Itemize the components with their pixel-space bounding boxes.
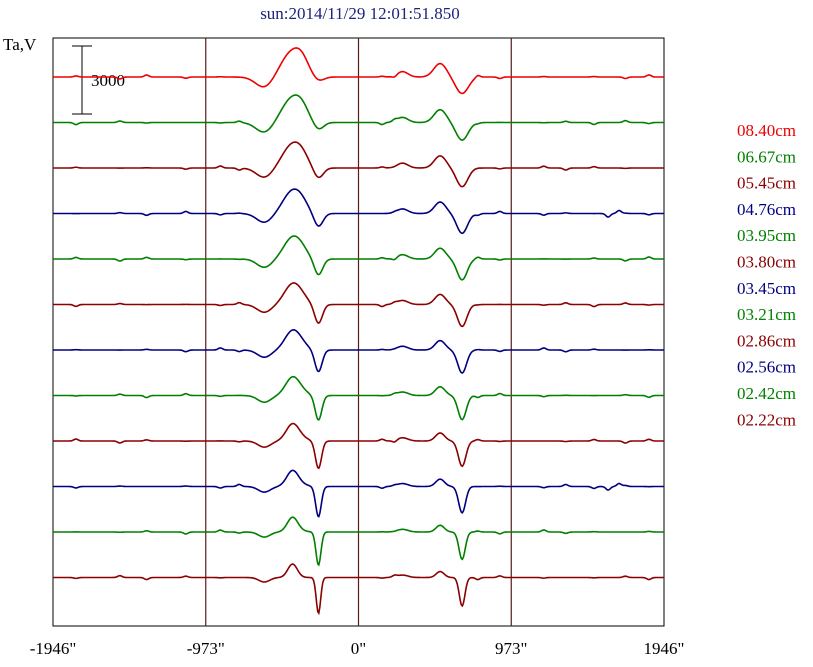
series-line-02.42cm <box>53 516 664 567</box>
series-line-02.56cm <box>53 469 664 518</box>
y-axis-label: Ta,V <box>3 35 37 54</box>
x-tick-label: 0" <box>351 639 366 658</box>
legend-entry: 02.56cm <box>737 358 796 377</box>
series-line-06.67cm <box>53 94 664 141</box>
legend: 08.40cm 06.67cm 05.45cm 04.76cm 03.95cm 03.80… <box>737 121 796 429</box>
legend-entry: 06.67cm <box>737 147 796 166</box>
series-group <box>53 47 664 616</box>
legend-entry: 02.42cm <box>737 384 796 403</box>
chart-title: sun:2014/11/29 12:01:51.850 <box>260 4 460 23</box>
series-line-08.40cm <box>53 47 664 95</box>
legend-entry: 08.40cm <box>737 121 796 140</box>
series-line-02.86cm <box>53 422 664 470</box>
legend-entry: 05.45cm <box>737 174 796 193</box>
x-tick-label: -973" <box>187 639 225 658</box>
legend-entry: 02.86cm <box>737 331 796 350</box>
legend-entry: 03.95cm <box>737 226 796 245</box>
series-line-03.45cm <box>53 329 664 374</box>
x-tick-label: -1946" <box>30 639 77 658</box>
x-tick-labels: -1946" -973" 0" 973" 1946" <box>30 639 685 658</box>
legend-entry: 04.76cm <box>737 200 796 219</box>
series-line-04.76cm <box>53 188 664 235</box>
x-tick-label: 1946" <box>644 639 685 658</box>
series-line-03.80cm <box>53 282 664 328</box>
series-line-03.95cm <box>53 235 664 281</box>
legend-entry: 02.22cm <box>737 410 796 429</box>
legend-entry: 03.80cm <box>737 253 796 272</box>
series-line-02.22cm <box>53 563 664 616</box>
scale-bar: 3000 <box>72 45 125 115</box>
legend-entry: 03.21cm <box>737 305 796 324</box>
legend-entry: 03.45cm <box>737 279 796 298</box>
vertical-gridlines <box>205 38 512 626</box>
x-tick-label: 973" <box>495 639 527 658</box>
scale-bar-label: 3000 <box>91 71 125 90</box>
series-line-03.21cm <box>53 375 664 421</box>
series-line-05.45cm <box>53 141 664 188</box>
